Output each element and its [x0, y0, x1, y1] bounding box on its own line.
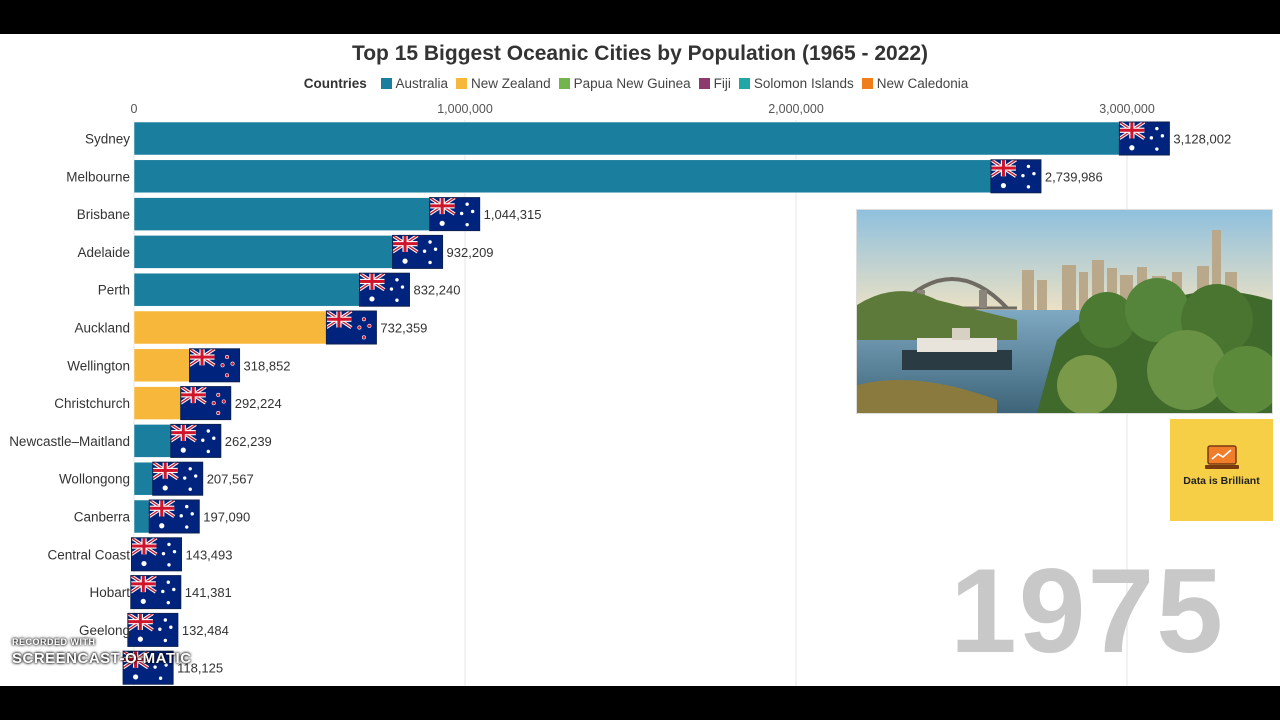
value-label: 3,128,002 — [1173, 132, 1231, 147]
new-zealand-flag-icon — [188, 347, 241, 383]
new-zealand-flag-icon — [325, 309, 377, 345]
category-label: Brisbane — [77, 207, 130, 222]
brand-label: Data is Brilliant — [1183, 475, 1260, 487]
australia-flag-icon — [989, 158, 1042, 194]
letterbox-top — [0, 0, 1280, 34]
bar — [133, 121, 1170, 156]
recording-watermark: RECORDED WITH SCREENCAST-O-MATIC — [12, 637, 192, 667]
category-label: Newcastle–Maitland — [9, 434, 130, 449]
australia-flag-icon — [151, 460, 204, 496]
value-label: 143,493 — [185, 547, 232, 562]
category-label: Adelaide — [77, 245, 130, 260]
city-skyline-photo — [856, 209, 1273, 414]
australia-flag-icon — [391, 233, 444, 269]
value-label: 318,852 — [244, 358, 291, 373]
legend-item: Papua New Guinea — [558, 76, 691, 91]
value-label: 292,224 — [235, 396, 282, 411]
category-label: Geelong — [79, 623, 130, 638]
legend-label: Papua New Guinea — [573, 76, 691, 91]
legend-swatch — [558, 78, 570, 89]
legend-swatch — [698, 78, 710, 89]
legend-item: New Caledonia — [861, 76, 969, 91]
category-label: Canberra — [74, 510, 131, 525]
value-label: 732,359 — [380, 321, 427, 336]
value-label: 118,125 — [177, 661, 223, 676]
legend-swatch — [861, 78, 873, 89]
category-label: Central Coast — [47, 547, 130, 562]
legend-label: Fiji — [713, 76, 731, 91]
value-label: 197,090 — [203, 510, 250, 525]
legend-swatch — [738, 78, 750, 89]
legend-label: Solomon Islands — [753, 76, 854, 91]
australia-flag-icon — [358, 271, 410, 307]
category-label: Melbourne — [66, 169, 130, 184]
legend-item: Fiji — [698, 76, 731, 91]
x-tick-label: 1,000,000 — [437, 102, 493, 116]
category-label: Perth — [98, 283, 130, 298]
new-zealand-flag-icon — [179, 385, 232, 421]
legend: Countries Australia New Zealand Papua New … — [0, 76, 1280, 91]
value-label: 132,484 — [182, 623, 229, 638]
australia-flag-icon — [1118, 120, 1170, 156]
legend-label: New Zealand — [471, 76, 551, 91]
legend-title: Countries — [303, 76, 367, 91]
bar — [133, 159, 1042, 194]
legend-label: New Caledonia — [876, 76, 969, 91]
australia-flag-icon — [130, 536, 182, 572]
category-label: Hobart — [89, 585, 130, 600]
value-label: 2,739,986 — [1045, 169, 1103, 184]
letterbox-bottom — [0, 686, 1280, 720]
bar-chart: 0 1,000,000 2,000,000 3,000,000 Sydney 3,128,… — [9, 102, 1231, 686]
category-label: Wollongong — [59, 472, 130, 487]
category-label: Christchurch — [54, 396, 130, 411]
brand-logo: Data is Brilliant — [1170, 419, 1273, 521]
legend-item: Solomon Islands — [738, 76, 854, 91]
australia-flag-icon — [169, 422, 222, 458]
australia-flag-icon — [129, 574, 182, 610]
value-label: 932,209 — [447, 245, 494, 260]
watermark-line1: RECORDED WITH — [12, 637, 96, 647]
category-label: Auckland — [74, 321, 130, 336]
australia-flag-icon — [428, 196, 481, 232]
bar — [133, 235, 443, 269]
watermark-line2: SCREENCAST-O-MATIC — [12, 650, 192, 667]
laptop-chart-icon — [1205, 445, 1239, 469]
australia-flag-icon — [122, 649, 174, 685]
value-label: 262,239 — [225, 434, 272, 449]
value-label: 832,240 — [413, 283, 460, 298]
category-label: Wellington — [67, 358, 130, 373]
x-tick-label: 2,000,000 — [768, 102, 824, 116]
x-tick-label: 3,000,000 — [1099, 102, 1155, 116]
year-counter: 1975 — [950, 544, 1225, 678]
australia-flag-icon — [148, 498, 200, 534]
legend-label: Australia — [395, 76, 449, 91]
legend-swatch — [380, 78, 392, 89]
chart-title: Top 15 Biggest Oceanic Cities by Populat… — [351, 42, 929, 65]
bar — [133, 197, 480, 231]
category-label: Sydney — [85, 132, 130, 147]
legend-item: New Zealand — [456, 76, 551, 91]
value-label: 1,044,315 — [484, 207, 542, 222]
legend-swatch — [456, 78, 468, 89]
legend-item: Australia — [380, 76, 449, 91]
chart-stage: Top 15 Biggest Oceanic Cities by Populat… — [0, 34, 1280, 686]
value-label: 207,567 — [207, 472, 254, 487]
x-tick-label: 0 — [131, 102, 138, 116]
value-label: 141,381 — [185, 585, 232, 600]
australia-flag-icon — [126, 611, 179, 647]
